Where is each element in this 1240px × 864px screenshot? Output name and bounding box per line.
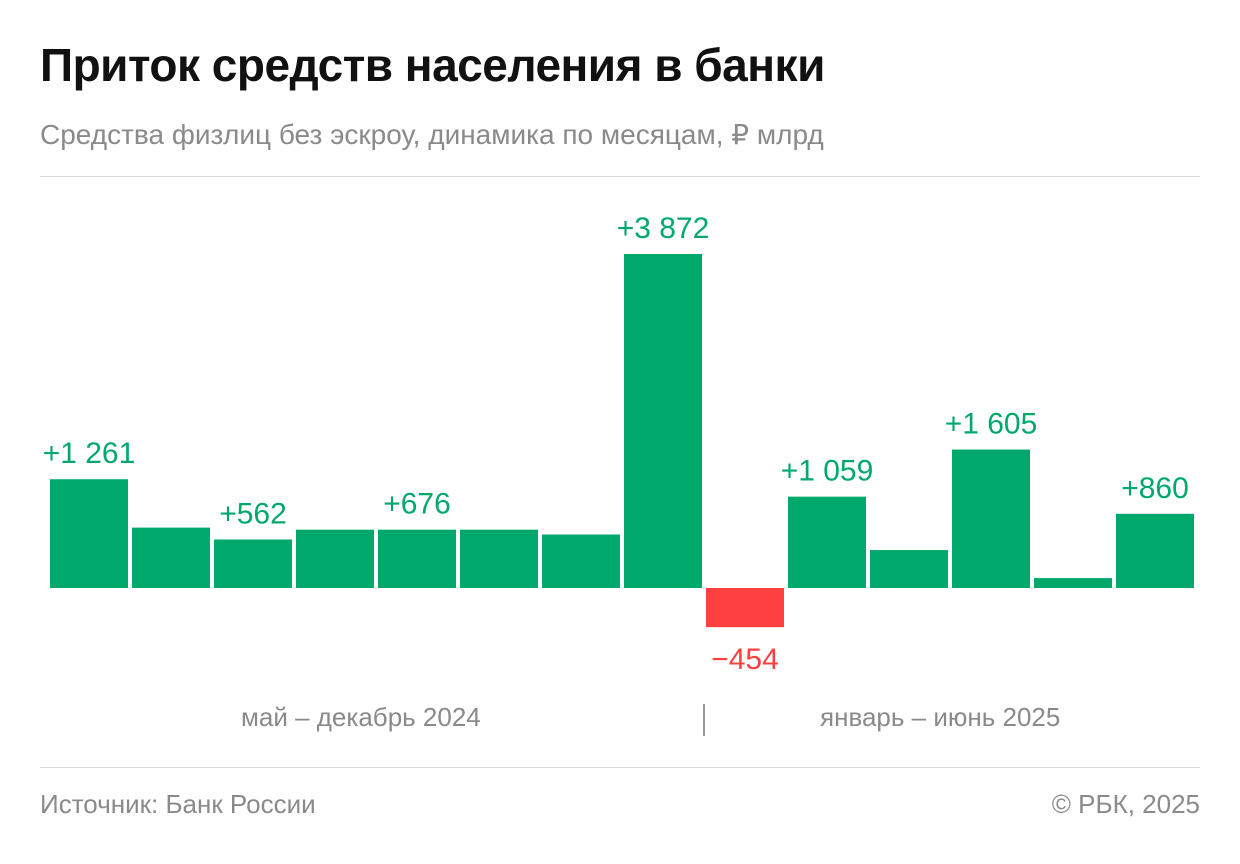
- period-label-2024: май – декабрь 2024: [241, 702, 481, 732]
- bar-8: [624, 254, 702, 588]
- bar-5: [378, 529, 456, 588]
- bar-4: [296, 529, 374, 588]
- data-label-12: +1 605: [945, 408, 1038, 441]
- bar-9: [706, 588, 784, 628]
- bar-3: [214, 539, 292, 588]
- bar-14: [1116, 513, 1194, 588]
- bar-12: [952, 449, 1030, 588]
- data-label-5: +676: [383, 488, 451, 521]
- data-label-1: +1 261: [43, 437, 136, 470]
- bar-1: [50, 479, 128, 588]
- data-label-14: +860: [1121, 472, 1189, 505]
- top-divider: [40, 176, 1200, 177]
- period-separator: [703, 704, 705, 736]
- copyright: © РБК, 2025: [1051, 789, 1200, 819]
- source-note: Источник: Банк России: [40, 789, 316, 819]
- bar-chart: +1 261 +562 +676 +3 872 −454 +1 059 +1 605 +860: [43, 212, 1194, 676]
- bar-11: [870, 550, 948, 588]
- chart-subtitle: Средства физлиц без эскроу, динамика по …: [40, 119, 824, 150]
- data-label-9: −454: [711, 643, 779, 676]
- data-label-3: +562: [219, 498, 287, 531]
- period-label-2025: январь – июнь 2025: [820, 702, 1061, 732]
- chart-title: Приток средств населения в банки: [40, 39, 825, 91]
- bar-7: [542, 534, 620, 588]
- bottom-divider: [40, 767, 1200, 768]
- bar-10: [788, 496, 866, 588]
- data-label-10: +1 059: [781, 455, 874, 488]
- bar-13: [1034, 578, 1112, 588]
- bar-2: [132, 527, 210, 588]
- bar-6: [460, 529, 538, 588]
- data-label-8: +3 872: [617, 212, 710, 245]
